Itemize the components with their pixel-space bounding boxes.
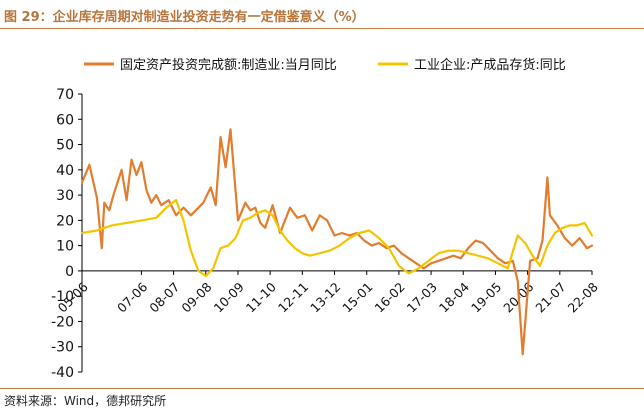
- y-tick-label: 30: [56, 188, 74, 204]
- source-divider: [0, 388, 644, 389]
- x-tick-label: 16-02: [372, 279, 408, 315]
- x-tick-label: 17-03: [404, 279, 440, 315]
- y-tick-label: -30: [51, 340, 74, 356]
- y-tick-label: -40: [51, 365, 74, 381]
- plot-series: [80, 128, 594, 356]
- x-tick-label: 19-05: [468, 279, 504, 315]
- title-divider: [0, 28, 644, 29]
- y-tick-label: 60: [56, 112, 74, 128]
- y-tick-label: 20: [56, 213, 74, 229]
- y-axis: -40 -30 -20 -10 0 10 20 30 40 50 60 70: [51, 87, 83, 381]
- x-tick-label: 10-09: [211, 279, 247, 315]
- y-tick-label: 0: [65, 264, 74, 280]
- x-tick-label: 13-12: [307, 279, 343, 315]
- y-tick-label: 40: [56, 163, 74, 179]
- y-tick-label: -10: [51, 289, 74, 305]
- legend: 固定资产投资完成额:制造业:当月同比 工业企业:产成品存货:同比: [84, 57, 566, 73]
- x-tick-label: 22-08: [565, 279, 601, 315]
- x-tick-label: 18-04: [436, 279, 472, 315]
- x-tick-label: 11-10: [243, 279, 279, 315]
- y-tick-label: -20: [51, 314, 74, 330]
- line-chart: 固定资产投资完成额:制造业:当月同比 工业企业:产成品存货:同比 -40-30-…: [51, 57, 601, 381]
- y-tick-label: 70: [56, 87, 74, 103]
- x-tick-label: 21-07: [532, 279, 568, 315]
- series-line-2: [80, 199, 594, 278]
- source-note: 资料来源：Wind，德邦研究所: [4, 394, 167, 408]
- x-tick-label: 12-11: [275, 279, 311, 315]
- legend-label-series-1: 固定资产投资完成额:制造业:当月同比: [120, 57, 337, 73]
- x-tick-label: 08-07: [146, 279, 182, 315]
- y-tick-label: 50: [56, 138, 74, 154]
- x-tick-label: 09-08: [178, 279, 214, 315]
- x-tick-label: 15-01: [339, 279, 375, 315]
- x-tick-label: 07-06: [114, 279, 150, 315]
- series-line-1: [80, 128, 594, 356]
- y-tick-label: 10: [56, 239, 74, 255]
- legend-label-series-2: 工业企业:产成品存货:同比: [414, 57, 566, 73]
- page-title: 图 29：企业库存周期对制造业投资走势有一定借鉴意义（%）: [4, 10, 365, 25]
